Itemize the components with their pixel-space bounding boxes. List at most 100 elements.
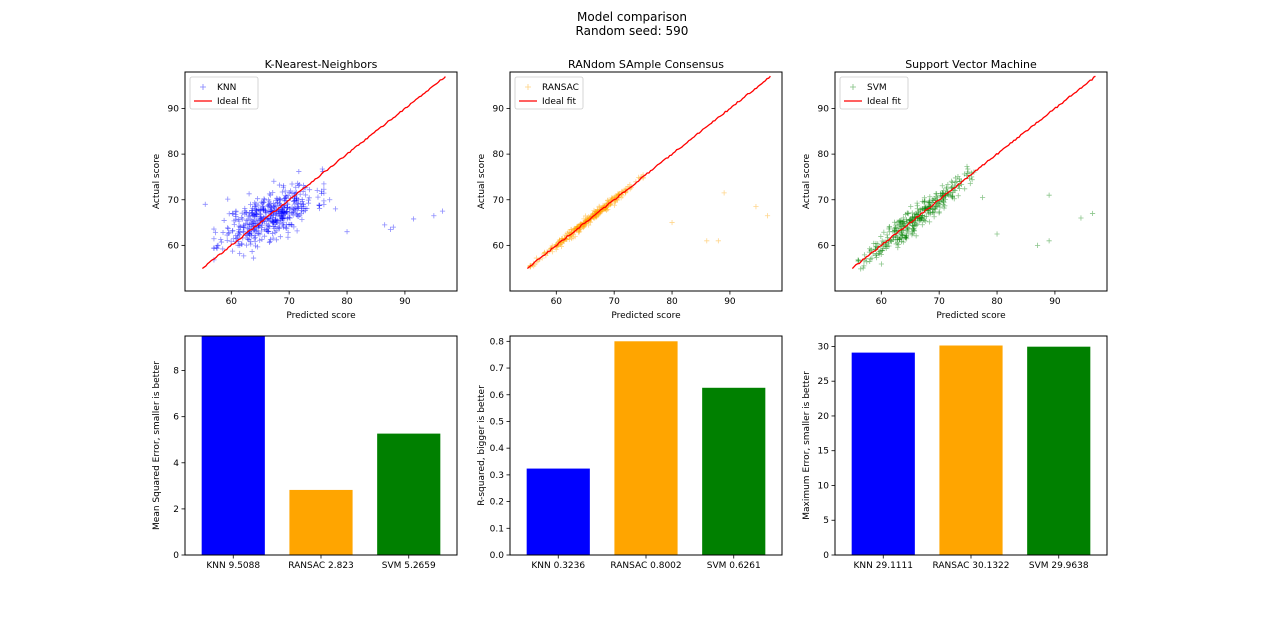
y-tick-label: 60 [493,241,505,251]
data-point [257,207,263,213]
data-point [290,209,297,215]
data-point [275,196,281,202]
data-point [917,215,923,222]
data-point [267,216,273,222]
data-point [934,195,941,201]
data-point [211,245,217,251]
data-point [913,222,919,228]
data-point [581,224,587,230]
y-axis-label: Actual score [802,153,812,209]
data-point [251,211,257,218]
data-point [891,226,897,232]
data-point [885,240,891,246]
bar [851,352,915,555]
data-point [273,203,279,209]
y-tick-label: 25 [818,377,829,387]
data-point [910,227,916,233]
data-point [241,224,247,230]
data-point [620,193,626,199]
bar-category-label: RANSAC 30.1322 [932,561,1009,571]
data-point [252,239,258,245]
data-point [272,229,278,236]
data-point [280,219,286,225]
data-point [266,239,273,246]
data-point [253,213,259,219]
data-point [919,206,926,212]
data-point [287,206,293,212]
data-point [612,199,619,205]
data-point [949,184,955,190]
x-tick-label: 60 [551,297,563,307]
data-point [914,203,920,209]
data-point [270,235,276,241]
data-point [994,231,1000,237]
data-point [956,176,962,182]
data-point [287,215,293,221]
data-point [876,251,882,257]
data-point [267,217,273,223]
data-point [898,232,904,238]
plot-area [201,336,441,555]
data-point [942,203,948,209]
data-point [904,218,910,224]
data-point [285,229,291,235]
data-point [906,225,912,231]
data-point [285,201,291,207]
data-point [294,212,300,218]
max-error-bar-panel: 0 5 10 15 20 25 30 KNN 29.1111 RANSAC 30.1322 SVM… [802,335,1108,571]
data-point [562,232,568,238]
data-point [261,197,267,203]
data-point [316,202,322,208]
data-point [873,243,879,250]
data-point [871,240,877,246]
data-point [259,228,265,234]
data-point [284,204,291,211]
data-point [431,213,437,219]
data-point [901,218,907,225]
data-point [1046,192,1052,198]
data-point [909,229,915,235]
data-point [247,216,253,222]
data-point [286,189,292,196]
y-tick-label: 0.1 [490,524,504,534]
data-point [306,195,312,201]
data-point [917,217,923,223]
plot-area [851,75,1096,272]
data-point [892,229,898,235]
data-point [410,216,417,222]
data-point [933,191,939,197]
data-point [593,213,600,219]
data-point [255,225,261,231]
data-point [902,232,908,238]
data-point [941,200,947,206]
y-tick-label: 20 [818,412,830,422]
data-point [557,241,564,247]
data-point [268,204,274,210]
data-point [257,207,263,214]
data-point [237,224,243,230]
y-tick-label: 90 [168,105,180,115]
data-point [247,213,253,219]
data-point [896,222,902,228]
data-point [241,253,247,259]
data-point [909,222,915,228]
data-point [272,217,279,223]
data-point [596,203,602,209]
data-point [961,171,968,177]
plot-area [201,76,446,270]
data-point [215,242,221,248]
data-point [294,228,300,234]
data-point [920,212,926,218]
data-point [246,210,253,216]
data-point [949,193,955,199]
data-point [942,196,948,202]
x-tick-label: 70 [608,297,620,307]
data-point [282,215,288,222]
data-point [281,210,287,216]
data-point [270,190,276,196]
data-point [929,209,936,215]
data-point [292,205,298,211]
data-point [715,238,721,244]
data-point [932,204,938,210]
data-point [594,213,600,219]
